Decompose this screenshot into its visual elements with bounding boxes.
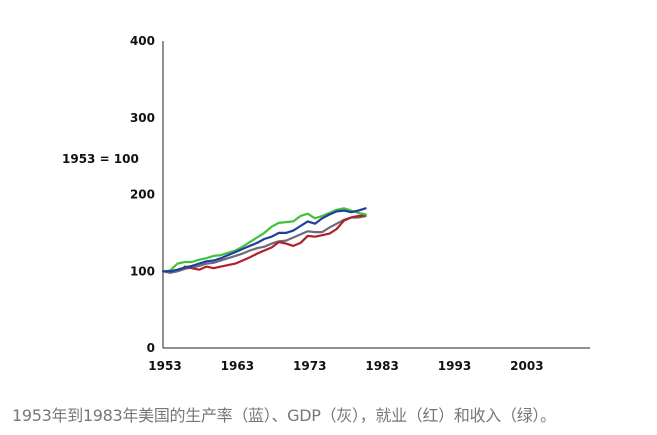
y-tick-label-300: 300 [130,111,155,125]
y-tick-label-400: 400 [130,34,155,48]
series-line-productivity [161,207,367,273]
chart-axes [162,41,590,349]
x-tick-label-1973: 1973 [293,359,326,373]
y-tick-label-0: 0 [147,341,155,355]
x-tick-label-1983: 1983 [365,359,398,373]
y-axis-label: 1953 = 100 [62,152,139,166]
series-layer [161,207,367,274]
y-tick-label-100: 100 [130,264,155,278]
x-tick-label-2003: 2003 [510,359,543,373]
series-line-income [161,207,367,273]
series-line-employment [183,214,367,271]
y-ticks: 0 100 200 300 400 [130,34,155,355]
line-chart: 0 100 200 300 400 1953 1963 1973 1983 1993 2003 1… [62,34,590,373]
x-tick-label-1953: 1953 [148,359,181,373]
x-tick-label-1993: 1993 [438,359,471,373]
figure-caption: 1953年到1983年美国的生产率（蓝）、GDP（灰），就业（红）和收入（绿）。 [12,406,556,425]
series-line-gdp [161,214,367,274]
y-tick-label-200: 200 [130,188,155,202]
x-ticks: 1953 1963 1973 1983 1993 2003 [148,359,543,373]
x-tick-label-1963: 1963 [221,359,254,373]
